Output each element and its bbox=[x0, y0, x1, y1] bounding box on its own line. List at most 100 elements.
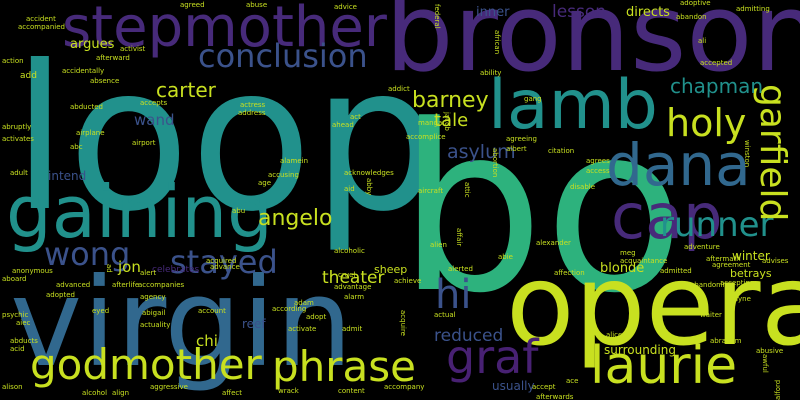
word: accepting bbox=[720, 279, 755, 287]
word: activates bbox=[2, 135, 34, 143]
word: stepmother bbox=[62, 0, 387, 60]
word: carter bbox=[156, 78, 216, 102]
word: waiter bbox=[700, 311, 722, 319]
word: runner bbox=[660, 205, 774, 245]
word: agreed bbox=[180, 1, 205, 9]
word: ad bbox=[105, 264, 113, 273]
word: affair bbox=[455, 228, 463, 247]
word: garfield bbox=[752, 84, 793, 222]
word: sheep bbox=[374, 263, 408, 276]
word: accomplice bbox=[406, 133, 446, 141]
word: tale bbox=[434, 110, 469, 131]
word: access bbox=[586, 167, 610, 175]
word: abby bbox=[365, 178, 373, 196]
word: abusive bbox=[756, 347, 784, 355]
word: activist bbox=[120, 45, 146, 53]
word: godmother bbox=[30, 340, 262, 389]
word: aggressive bbox=[150, 383, 188, 391]
word: attic bbox=[463, 182, 471, 198]
word: wand bbox=[134, 111, 175, 129]
word: actuality bbox=[140, 321, 171, 329]
word: accident bbox=[26, 15, 56, 23]
word: absence bbox=[90, 77, 120, 85]
word: afterwards bbox=[536, 393, 574, 400]
word: affect bbox=[222, 389, 243, 397]
word: agency bbox=[140, 293, 166, 301]
word: address bbox=[238, 109, 266, 117]
word: abuse bbox=[246, 1, 268, 9]
word: adopted bbox=[46, 291, 75, 299]
word: african bbox=[493, 30, 501, 55]
word: winston bbox=[743, 140, 751, 168]
word: advice bbox=[334, 3, 357, 11]
word: admit bbox=[342, 325, 363, 333]
word: ali bbox=[698, 37, 707, 45]
word: abducts bbox=[10, 337, 38, 345]
word: advantage bbox=[334, 283, 372, 291]
word: alcohol bbox=[82, 389, 108, 397]
word: laurie bbox=[590, 336, 738, 396]
word: accompany bbox=[384, 383, 425, 391]
word: dana bbox=[606, 131, 751, 199]
word: admitting bbox=[736, 5, 770, 13]
word: jacob bbox=[443, 112, 451, 131]
word: adopt bbox=[306, 313, 327, 321]
word: adult bbox=[10, 169, 28, 177]
word: accompanies bbox=[138, 281, 185, 289]
word: ace bbox=[566, 377, 579, 385]
word: add bbox=[20, 71, 37, 81]
word: advance bbox=[210, 263, 240, 271]
word: acknowledges bbox=[344, 169, 394, 177]
word: act bbox=[350, 113, 361, 121]
word: agrees bbox=[586, 157, 610, 165]
word: federal bbox=[433, 4, 441, 29]
word: chi bbox=[196, 332, 218, 350]
word: abraham bbox=[710, 337, 742, 345]
word: holy bbox=[666, 101, 747, 145]
word: citation bbox=[548, 147, 575, 155]
word: airplane bbox=[76, 129, 105, 137]
word: lamb bbox=[488, 66, 658, 145]
word: gaining bbox=[6, 170, 273, 254]
word: adoptive bbox=[680, 0, 711, 7]
word: wrack bbox=[278, 387, 299, 395]
word: account bbox=[198, 307, 226, 315]
word: advises bbox=[762, 257, 789, 265]
word: alice bbox=[606, 331, 623, 339]
word: intend bbox=[48, 169, 87, 183]
word: bronson bbox=[385, 0, 800, 96]
word: opera bbox=[506, 241, 800, 371]
word: aid bbox=[344, 185, 355, 193]
word: graf bbox=[446, 330, 539, 384]
word: action bbox=[2, 57, 24, 65]
word: bo bbox=[398, 77, 685, 344]
word: theater bbox=[322, 268, 385, 288]
word: alarm bbox=[344, 293, 365, 301]
word: surrounding bbox=[604, 343, 676, 357]
word: abu bbox=[232, 207, 246, 215]
word: agreeing bbox=[506, 135, 537, 143]
word: conclusion bbox=[198, 37, 368, 75]
word: airport bbox=[132, 139, 156, 147]
word: acid bbox=[10, 345, 25, 353]
word: albert bbox=[506, 145, 527, 153]
word: wayne bbox=[728, 295, 751, 303]
word: argues bbox=[70, 37, 115, 52]
word: admitted bbox=[660, 267, 692, 275]
word: blonde bbox=[600, 261, 645, 276]
word: abducted bbox=[70, 103, 103, 111]
word: phrase bbox=[272, 342, 417, 391]
word: alexander bbox=[536, 239, 571, 247]
word: chapman bbox=[670, 74, 764, 98]
word: aiec bbox=[16, 319, 31, 327]
word: aftermath bbox=[706, 255, 741, 263]
word: ability bbox=[480, 69, 502, 77]
word: align bbox=[112, 389, 130, 397]
word: acquire bbox=[399, 310, 407, 336]
word: abie bbox=[498, 253, 513, 261]
word: accepts bbox=[140, 99, 168, 107]
word: eyed bbox=[92, 307, 110, 315]
word: afterlife bbox=[112, 281, 140, 289]
word: adventure bbox=[684, 243, 720, 251]
